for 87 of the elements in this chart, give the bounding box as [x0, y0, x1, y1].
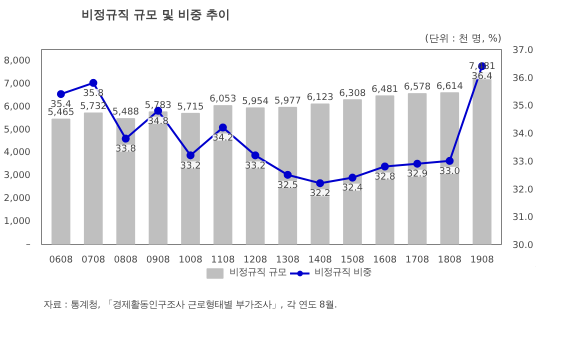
data-label: 32.5	[277, 180, 298, 191]
point	[251, 151, 260, 160]
point	[380, 162, 389, 170]
data-label: 5,732	[80, 101, 107, 112]
text: 36.0	[512, 72, 534, 84]
point	[348, 174, 356, 182]
y-tick-label: 1,000	[4, 216, 31, 228]
point	[284, 170, 292, 179]
data-label: 33.8	[115, 144, 136, 155]
text: 37.0	[512, 45, 534, 56]
bar	[343, 99, 362, 244]
data-label: 6,308	[339, 88, 366, 99]
y-tick-label: 5,000	[4, 124, 31, 136]
data-label: 6,614	[436, 80, 464, 92]
data-label: 6,053	[210, 94, 236, 105]
x-tick-label: 1008	[178, 254, 202, 266]
text: 34.0	[512, 128, 534, 140]
data-label: 5,977	[274, 95, 302, 106]
point	[89, 78, 98, 87]
bar	[440, 92, 460, 244]
y-tick-label: 7,000	[4, 78, 31, 90]
point	[122, 134, 130, 143]
data-label: 34.8	[148, 116, 169, 127]
data-label: 33.2	[244, 160, 266, 172]
data-label: 32.8	[374, 172, 396, 182]
data-label: 33.2	[180, 160, 201, 172]
bar	[375, 95, 394, 244]
bar	[310, 104, 330, 244]
bar	[148, 111, 168, 244]
data-label: 5,488	[112, 106, 140, 118]
x-tick-label: 1208	[243, 254, 268, 266]
bar	[52, 118, 70, 244]
legend-label: 비정규직 비중	[314, 266, 372, 279]
x-tick-label: 1608	[373, 254, 397, 266]
text: 35.0	[512, 100, 534, 112]
y-tick-label: 3,000	[4, 170, 31, 182]
text: 자료 : 통계청, 「경제활동인구조사 근로형태별 부가조사」, 각 연도 8월.	[44, 300, 338, 310]
text: 33.0	[512, 156, 534, 168]
point	[316, 179, 324, 188]
data-label: 35.8	[82, 88, 104, 99]
point	[56, 90, 65, 98]
y-tick-label: 6,000	[4, 101, 31, 112]
bar	[278, 106, 298, 244]
point	[186, 151, 195, 160]
point	[218, 124, 227, 132]
bar	[116, 118, 136, 244]
data-label: 6,481	[372, 84, 398, 95]
bar	[408, 93, 427, 244]
data-label: 33.0	[439, 166, 460, 177]
bar	[214, 105, 232, 244]
bar	[84, 112, 103, 244]
x-tick-label: 1108	[211, 254, 235, 266]
data-label: 5,783	[144, 100, 172, 111]
x-tick-label: 0808	[114, 254, 138, 266]
x-tick-label: 0708	[81, 254, 106, 266]
data-label: 5,954	[242, 96, 269, 107]
y-tick-label: 2,000	[4, 193, 31, 204]
point	[446, 156, 454, 165]
x-tick-label: 1308	[276, 254, 300, 266]
text: 32.0	[512, 184, 534, 196]
data-label: 6,123	[306, 92, 334, 104]
point	[413, 160, 422, 168]
y-tick-label: 8,000	[4, 55, 31, 66]
data-label: 32.9	[406, 168, 428, 180]
x-tick-label: 1808	[438, 254, 462, 266]
data-label: 32.2	[310, 188, 330, 200]
text: 31.0	[512, 212, 534, 224]
x-tick-label: 1508	[340, 254, 364, 266]
data-label: 5,465	[48, 107, 74, 118]
data-label: 36.4	[472, 71, 493, 82]
chart-subtitle: (단위 : 천 명, %)	[424, 34, 502, 44]
bar	[181, 112, 200, 244]
data-label: 34.2	[212, 132, 234, 144]
x-tick-label: 0608	[49, 254, 73, 266]
x-tick-label: 1408	[308, 254, 332, 266]
legend-label: 비정규직 규모	[230, 266, 286, 279]
bar	[246, 107, 265, 244]
x-tick-label: 1708	[405, 254, 430, 266]
y-tick-label: 4,000	[4, 147, 31, 158]
x-tick-label: 0908	[146, 254, 170, 266]
data-label: 32.4	[342, 182, 363, 194]
y-tick-label: –	[26, 239, 31, 250]
chart-title: 비정규직 규모 및 비중 추이	[82, 8, 230, 22]
text: 30.0	[512, 240, 534, 251]
data-label: 5,715	[177, 101, 204, 112]
data-label: 6,578	[404, 82, 431, 93]
x-tick-label: 1908	[470, 254, 494, 266]
